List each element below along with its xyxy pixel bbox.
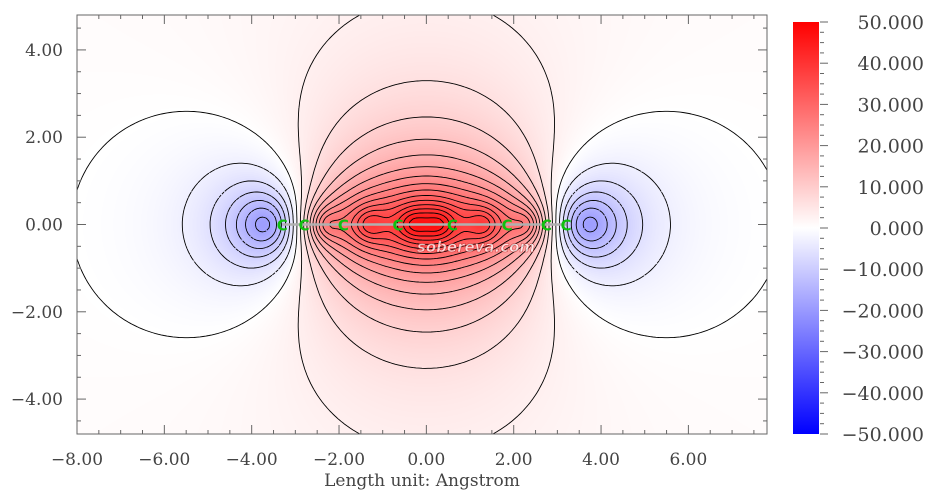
colorbar-tick-label: 50.000 [858,12,924,34]
colorbar-tick-label: 10.000 [858,177,924,199]
atom-label: C [277,217,288,235]
contour-positive [396,208,456,241]
contour-negative [209,180,644,269]
contour-negative [245,207,608,242]
contour-positive [402,212,450,237]
colorbar [793,22,819,434]
x-tick-label: −4.00 [226,450,278,470]
x-tick-label: 4.00 [582,450,620,470]
colorbar-tick-label: 0.000 [870,218,924,240]
x-tick-label: 0.00 [407,450,445,470]
atom-label: C [338,217,349,235]
x-tick-label: 6.00 [669,450,707,470]
colorbar-tick-label: −40.000 [842,383,924,405]
contour-negative [254,216,598,233]
atom-label: C [502,217,513,235]
atom-label: C [447,217,458,235]
contour-positive [297,15,555,434]
x-tick-label: −8.00 [51,450,103,470]
y-tick-label: −2.00 [11,303,63,323]
x-tick-label: −2.00 [313,450,365,470]
contour-positive [309,138,544,311]
contour-positive [328,189,524,260]
colorbar-tick-label: 30.000 [858,94,924,116]
contour-negative [225,191,628,258]
y-tick-label: 0.00 [25,216,63,236]
contour-positive [303,80,550,369]
y-tick-label: 2.00 [25,128,63,148]
contour-positive [322,183,531,266]
contour-negative [235,199,617,250]
atom-label: C [299,217,310,235]
atom-label: C [541,217,552,235]
contour-negative [181,162,671,287]
y-tick-label: 4.00 [25,41,63,61]
colorbar-tick-label: −10.000 [842,259,924,281]
contour-positive [315,166,538,283]
colorbar-tick-label: −30.000 [842,342,924,364]
atom-label: C [392,217,403,235]
contour-positive [77,110,767,339]
colorbar-tick-label: 20.000 [858,136,924,158]
watermark: sobereva.com [417,238,535,256]
contour-positive [357,199,496,250]
contour-positive [362,204,491,245]
colorbar-tick-label: 40.000 [858,53,924,75]
x-axis-label: Length unit: Angstrom [324,471,520,491]
colorbar-ticks: 50.000 40.000 30.000 20.000 10.000 0.000 −10.0… [820,12,924,446]
contour-lines [77,15,767,434]
atom-label: C [561,217,572,235]
colorbar-tick-label: −50.000 [842,424,924,446]
contour-positive [318,175,535,274]
x-tick-label: 2.00 [495,450,533,470]
x-axis-ticks: −8.00 −6.00 −4.00 −2.00 0.00 2.00 4.00 6.00 [51,15,755,470]
contour-positive [350,195,502,254]
y-tick-label: −4.00 [11,390,63,410]
colorbar-tick-label: −20.000 [842,300,924,322]
contour-positive [312,154,541,295]
contour-positive [306,116,547,333]
x-tick-label: −6.00 [138,450,190,470]
y-axis-ticks: 4.00 2.00 0.00 −2.00 −4.00 [11,27,767,422]
